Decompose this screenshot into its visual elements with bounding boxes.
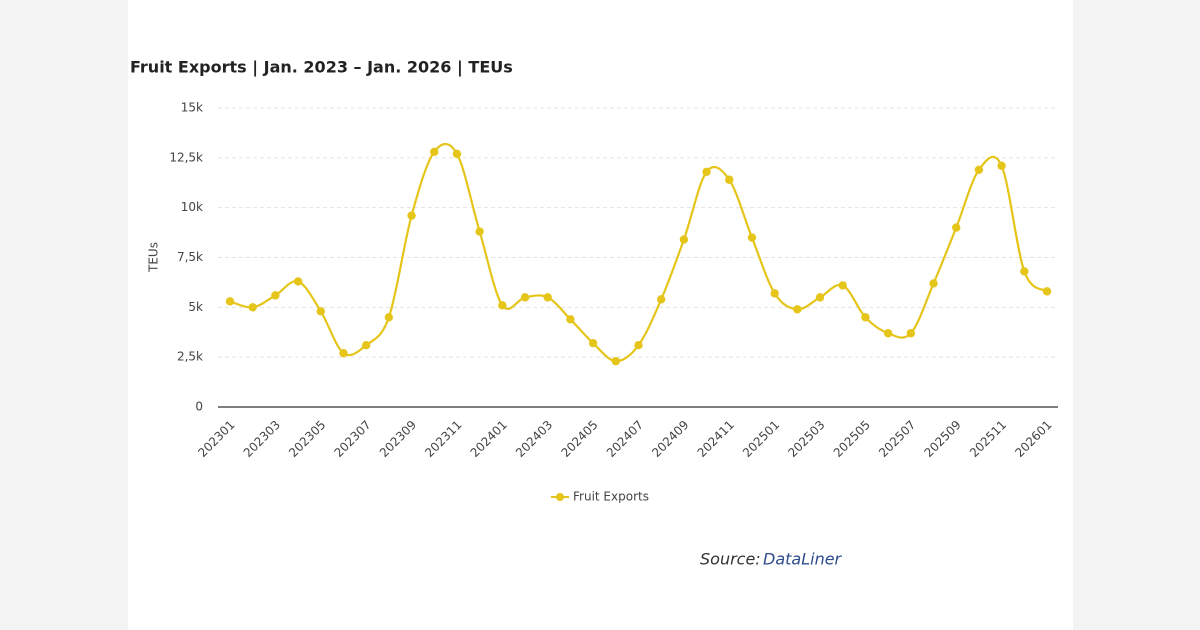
data-point xyxy=(861,313,870,322)
data-point xyxy=(339,348,348,358)
data-point xyxy=(679,235,689,244)
data-point xyxy=(838,281,847,290)
data-point xyxy=(656,295,666,304)
data-point xyxy=(271,291,280,300)
x-tick-label: 202405 xyxy=(558,418,600,460)
data-point xyxy=(611,356,621,366)
data-point xyxy=(770,289,779,298)
data-point xyxy=(361,341,371,350)
x-tick-label: 202409 xyxy=(649,418,691,460)
y-tick-label: 10k xyxy=(181,200,203,214)
x-tick-label: 202411 xyxy=(695,418,737,460)
data-point xyxy=(634,341,643,350)
y-tick-label: 2,5k xyxy=(177,350,203,364)
data-point xyxy=(588,339,598,348)
x-tick-label: 202501 xyxy=(740,418,782,460)
x-tick-label: 202407 xyxy=(604,418,646,460)
x-tick-label: 202305 xyxy=(286,418,328,460)
data-point xyxy=(407,211,416,220)
data-point xyxy=(952,223,961,232)
panel xyxy=(128,0,1073,630)
x-tick-label: 202309 xyxy=(377,418,419,460)
x-tick-label: 202311 xyxy=(422,418,464,460)
legend-marker xyxy=(556,493,564,501)
x-tick-label: 202303 xyxy=(241,418,283,460)
data-point xyxy=(1042,287,1052,296)
series-line xyxy=(229,142,1048,363)
x-tick-label: 202507 xyxy=(876,418,918,460)
y-tick-label: 15k xyxy=(181,101,203,115)
x-tick-label: 202307 xyxy=(331,418,373,460)
data-point xyxy=(793,305,802,314)
data-point xyxy=(316,307,325,316)
x-tick-label: 202601 xyxy=(1012,418,1054,460)
y-tick-label: 0 xyxy=(195,400,203,414)
x-tick-label: 202401 xyxy=(468,418,510,460)
data-point xyxy=(452,149,462,159)
x-tick-label: 202509 xyxy=(922,418,964,460)
data-point xyxy=(906,329,916,338)
source-link[interactable]: DataLiner xyxy=(763,550,843,569)
chart-title: Fruit Exports | Jan. 2023 – Jan. 2026 | … xyxy=(130,58,513,78)
data-point xyxy=(725,175,734,184)
data-point xyxy=(248,303,257,312)
y-tick-label: 7,5k xyxy=(177,250,203,264)
x-tick-label: 202511 xyxy=(967,418,1009,460)
data-point xyxy=(225,297,235,306)
data-point xyxy=(929,279,938,288)
data-point xyxy=(293,277,303,286)
x-tick-label: 202503 xyxy=(785,418,827,460)
data-point xyxy=(815,293,825,302)
data-point xyxy=(520,293,530,302)
y-axis-label: TEUs xyxy=(147,242,161,273)
legend-label: Fruit Exports xyxy=(573,490,649,504)
data-point xyxy=(1020,267,1029,276)
data-point xyxy=(566,315,575,324)
data-point xyxy=(974,165,984,174)
data-point xyxy=(702,167,711,176)
y-tick-label: 5k xyxy=(188,300,203,314)
x-tick-label: 202301 xyxy=(195,418,237,460)
x-tick-label: 202505 xyxy=(831,418,873,460)
source-label: Source: xyxy=(700,550,761,569)
x-tick-label: 202403 xyxy=(513,418,555,460)
data-point xyxy=(543,293,552,302)
data-point xyxy=(384,313,394,322)
data-point xyxy=(997,161,1006,171)
data-point xyxy=(430,147,439,157)
data-point xyxy=(883,329,893,338)
data-point xyxy=(475,227,484,236)
data-point xyxy=(747,233,757,242)
y-tick-label: 12,5k xyxy=(169,150,203,164)
data-point xyxy=(498,301,507,310)
